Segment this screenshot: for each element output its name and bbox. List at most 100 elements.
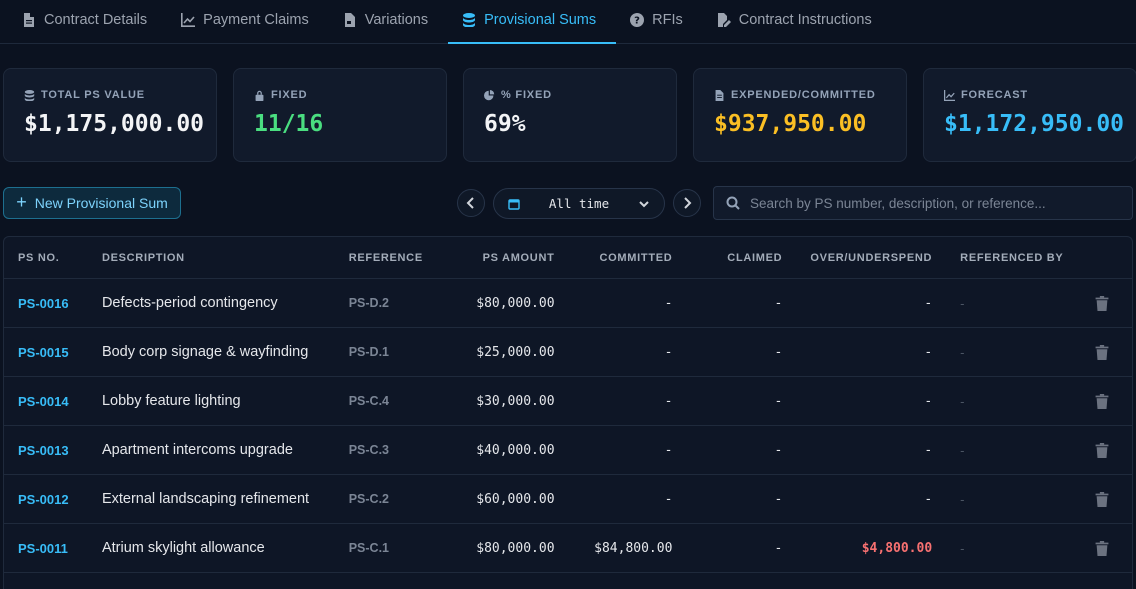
column-header-referenced-by[interactable]: REFERENCED BY xyxy=(960,251,1064,264)
search-input[interactable] xyxy=(750,195,1132,211)
row-actions xyxy=(1072,344,1132,360)
tab-label: RFIs xyxy=(652,11,683,28)
card-total-ps-value: TOTAL PS VALUE $1,175,000.00 xyxy=(3,68,217,162)
plus-icon: + xyxy=(16,192,27,212)
trash-icon[interactable] xyxy=(1095,344,1109,360)
column-header-reference[interactable]: REFERENCE xyxy=(348,251,423,264)
search-icon xyxy=(726,196,740,210)
ps-description: Atrium skylight allowance xyxy=(101,540,265,556)
column-header-ps-no[interactable]: PS NO. xyxy=(18,251,60,264)
ps-committed: - xyxy=(664,442,673,458)
trash-icon[interactable] xyxy=(1095,393,1109,409)
table-row[interactable]: PS-0012 External landscaping refinement … xyxy=(4,475,1132,524)
tab-label: Variations xyxy=(364,11,429,28)
summary-cards: TOTAL PS VALUE $1,175,000.00 FIXED 11/16… xyxy=(3,68,1136,162)
ps-number-link[interactable]: PS-0011 xyxy=(18,540,68,556)
ps-amount: $30,000.00 xyxy=(476,393,555,409)
tab-rfis[interactable]: ? RFIs xyxy=(616,0,703,43)
ps-number-link[interactable]: PS-0013 xyxy=(18,442,69,458)
row-actions xyxy=(1072,393,1132,409)
database-icon xyxy=(24,89,35,101)
ps-reference: PS-C.1 xyxy=(348,541,390,555)
new-provisional-sum-label: New Provisional Sum xyxy=(34,195,168,211)
card-label: TOTAL PS VALUE xyxy=(41,89,145,101)
tab-contract-details[interactable]: Contract Details xyxy=(8,0,167,43)
card-forecast: FORECAST $1,172,950.00 xyxy=(923,68,1136,162)
document-icon xyxy=(24,12,34,27)
column-header-committed[interactable]: COMMITTED xyxy=(599,251,673,264)
card-label: EXPENDED/COMMITTED xyxy=(731,89,876,101)
file-icon xyxy=(344,12,355,27)
ps-description: External landscaping refinement xyxy=(101,491,310,507)
card-percent-fixed: % FIXED 69% xyxy=(463,68,677,162)
chart-line-icon xyxy=(181,12,196,27)
ps-number-link[interactable]: PS-0012 xyxy=(18,491,69,507)
ps-claimed: - xyxy=(774,442,783,458)
card-label: % FIXED xyxy=(501,89,552,101)
ps-number-link[interactable]: PS-0014 xyxy=(18,393,69,409)
new-provisional-sum-button[interactable]: + New Provisional Sum xyxy=(3,187,181,219)
row-actions xyxy=(1072,442,1132,458)
ps-over-underspend: - xyxy=(924,491,933,507)
table-row-partial xyxy=(4,573,1132,589)
ps-over-underspend: - xyxy=(924,295,933,311)
table-row[interactable]: PS-0016 Defects-period contingency PS-D.… xyxy=(4,279,1132,328)
column-header-description[interactable]: DESCRIPTION xyxy=(101,251,185,264)
ps-reference: PS-D.2 xyxy=(348,296,390,310)
column-header-ps-amount[interactable]: PS AMOUNT xyxy=(482,251,555,264)
previous-period-button[interactable] xyxy=(457,189,485,217)
tab-bar: Contract Details Payment Claims Variatio… xyxy=(0,0,1136,44)
ps-number-link[interactable]: PS-0015 xyxy=(18,344,69,360)
trash-icon[interactable] xyxy=(1095,442,1109,458)
date-range-select[interactable]: All time xyxy=(493,188,665,219)
ps-description: Lobby feature lighting xyxy=(101,393,241,409)
ps-reference: PS-D.1 xyxy=(348,345,390,359)
ps-committed: - xyxy=(664,393,673,409)
tab-payment-claims[interactable]: Payment Claims xyxy=(167,0,329,43)
ps-referenced-by: - xyxy=(960,295,965,311)
card-value: $1,175,000.00 xyxy=(24,111,205,137)
table-row[interactable]: PS-0011 Atrium skylight allowance PS-C.1… xyxy=(4,524,1132,573)
ps-reference: PS-C.2 xyxy=(348,492,390,506)
ps-reference: PS-C.3 xyxy=(348,443,390,457)
ps-referenced-by: - xyxy=(960,491,965,507)
provisional-sums-table: PS NO. DESCRIPTION REFERENCE PS AMOUNT C… xyxy=(3,236,1133,589)
tab-contract-instructions[interactable]: Contract Instructions xyxy=(703,0,892,43)
receipt-icon xyxy=(715,89,724,101)
search-box xyxy=(713,186,1133,220)
ps-over-underspend: - xyxy=(924,344,933,360)
trash-icon[interactable] xyxy=(1095,295,1109,311)
tab-provisional-sums[interactable]: Provisional Sums xyxy=(448,0,617,44)
card-label: FIXED xyxy=(271,89,308,101)
lock-icon xyxy=(255,90,264,101)
ps-claimed: - xyxy=(774,344,783,360)
ps-description: Defects-period contingency xyxy=(101,295,278,311)
column-header-over-underspend[interactable]: OVER/UNDERSPEND xyxy=(810,251,933,264)
column-header-claimed[interactable]: CLAIMED xyxy=(727,251,783,264)
ps-description: Apartment intercoms upgrade xyxy=(101,442,293,458)
table-row[interactable]: PS-0014 Lobby feature lighting PS-C.4 $3… xyxy=(4,377,1132,426)
ps-over-underspend: - xyxy=(924,393,933,409)
ps-referenced-by: - xyxy=(960,442,965,458)
table-row[interactable]: PS-0013 Apartment intercoms upgrade PS-C… xyxy=(4,426,1132,475)
ps-committed: $84,800.00 xyxy=(594,540,673,556)
date-range-value: All time xyxy=(548,196,610,211)
calendar-icon xyxy=(508,198,520,210)
table-row[interactable]: PS-0015 Body corp signage & wayfinding P… xyxy=(4,328,1132,377)
chevron-down-icon xyxy=(639,200,649,207)
edit-document-icon xyxy=(717,12,731,27)
next-period-button[interactable] xyxy=(673,189,701,217)
row-actions xyxy=(1072,491,1132,507)
ps-amount: $80,000.00 xyxy=(476,540,555,556)
trash-icon[interactable] xyxy=(1095,491,1109,507)
ps-description: Body corp signage & wayfinding xyxy=(101,344,309,360)
ps-number-link[interactable]: PS-0016 xyxy=(18,295,69,311)
pie-chart-icon xyxy=(484,89,495,100)
ps-referenced-by: - xyxy=(960,540,965,556)
ps-claimed: - xyxy=(774,540,783,556)
ps-amount: $60,000.00 xyxy=(476,491,555,507)
tab-variations[interactable]: Variations xyxy=(329,0,448,43)
ps-committed: - xyxy=(664,491,673,507)
ps-amount: $25,000.00 xyxy=(476,344,555,360)
trash-icon[interactable] xyxy=(1095,540,1109,556)
